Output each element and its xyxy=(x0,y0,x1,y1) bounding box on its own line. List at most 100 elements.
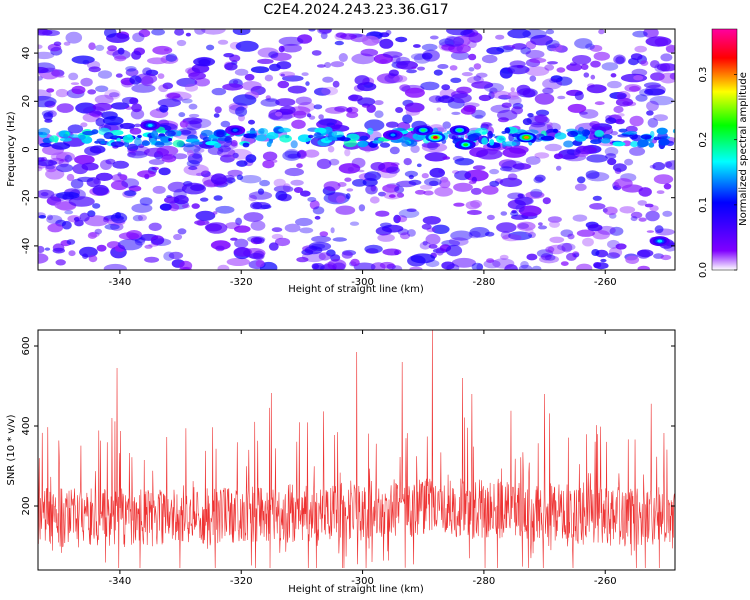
heatmap-cell xyxy=(217,39,229,45)
heatmap-cell xyxy=(235,217,243,226)
heatmap-cell xyxy=(525,156,541,165)
heatmap-cell xyxy=(507,91,520,98)
heatmap-cell xyxy=(454,170,472,181)
heatmap-cell xyxy=(607,158,617,166)
heatmap-cell xyxy=(94,228,103,235)
heatmap-cell xyxy=(168,251,184,260)
heatmap-cell xyxy=(451,257,476,268)
heatmap-cell xyxy=(476,72,488,78)
heatmap-cell xyxy=(593,51,610,61)
heatmap-cell xyxy=(556,67,566,73)
heatmap-cell xyxy=(184,83,198,92)
heatmap-cell xyxy=(152,45,173,55)
heatmap-cell xyxy=(131,203,153,213)
heatmap-cell xyxy=(220,120,231,128)
heatmap-cell xyxy=(245,154,257,163)
heatmap-band-cell xyxy=(489,139,495,146)
heatmap-band-cell xyxy=(617,134,631,138)
heatmap-cell xyxy=(624,158,634,166)
heatmap-cell xyxy=(450,93,472,104)
heatmap-cell xyxy=(55,191,80,200)
heatmap-band-cell xyxy=(103,132,114,140)
heatmap-cell xyxy=(318,29,332,34)
heatmap-cell xyxy=(312,206,325,215)
heatmap-cell xyxy=(510,211,519,217)
heatmap-cell xyxy=(534,174,546,182)
heatmap-band-cell xyxy=(618,128,628,133)
heatmap-cell xyxy=(186,149,194,157)
heatmap-cell xyxy=(47,43,62,52)
heatmap-cell xyxy=(433,69,443,76)
heatmap-cell xyxy=(230,237,238,241)
heatmap-cell xyxy=(38,245,45,254)
heatmap-cell xyxy=(125,106,133,110)
heatmap-cell xyxy=(561,242,573,253)
heatmap-cell xyxy=(89,110,102,117)
heatmap-cell xyxy=(390,162,400,167)
heatmap-cell xyxy=(200,197,209,202)
heatmap-cell xyxy=(104,89,121,100)
colorbar-tick-label: 0.0 xyxy=(698,262,709,278)
heatmap-cell xyxy=(424,152,448,162)
heatmap-cell xyxy=(163,48,170,52)
heatmap-cell xyxy=(217,264,230,270)
heatmap-cell xyxy=(538,222,543,226)
heatmap-band-cell xyxy=(359,135,369,141)
heatmap-cell xyxy=(405,107,421,116)
heatmap-band-cell xyxy=(213,142,222,148)
heatmap-hotspot xyxy=(463,143,469,147)
heatmap-band-cell xyxy=(498,137,505,141)
x-tick-label: -340 xyxy=(109,277,132,288)
heatmap-cell xyxy=(349,221,360,226)
heatmap-band-cell xyxy=(574,135,587,142)
heatmap-cell xyxy=(84,146,102,156)
heatmap-cell xyxy=(273,185,294,193)
heatmap-cell xyxy=(51,142,71,150)
heatmap-cell xyxy=(291,119,306,129)
heatmap-cell xyxy=(335,205,356,215)
heatmap-cell xyxy=(56,151,75,162)
heatmap-cell xyxy=(181,204,190,209)
heatmap-cell xyxy=(489,168,500,175)
heatmap-cell xyxy=(377,233,395,242)
heatmap-cell xyxy=(630,53,643,61)
heatmap-cell xyxy=(178,112,186,118)
heatmap-cell xyxy=(93,178,100,185)
heatmap-cell xyxy=(117,238,143,251)
heatmap-cell xyxy=(275,98,296,107)
heatmap-cell xyxy=(663,183,672,190)
heatmap-cell xyxy=(132,32,145,43)
heatmap-cell xyxy=(393,75,408,83)
heatmap-cell xyxy=(201,29,226,35)
y-tick-label: -20 xyxy=(21,190,32,206)
heatmap-cell xyxy=(156,145,179,156)
heatmap-cell xyxy=(260,204,272,209)
heatmap-hotspot xyxy=(432,135,438,139)
heatmap-cell xyxy=(504,264,518,270)
heatmap-cell xyxy=(282,150,301,161)
heatmap-cell xyxy=(213,113,220,118)
heatmap-band-cell xyxy=(151,130,159,138)
heatmap-band-cell xyxy=(39,142,52,148)
heatmap-cell xyxy=(525,66,550,76)
heatmap-cell xyxy=(360,48,379,57)
heatmap-cell xyxy=(81,162,99,171)
heatmap-cell xyxy=(299,227,314,234)
heatmap-cell xyxy=(158,167,171,176)
heatmap-cell xyxy=(574,38,593,49)
heatmap-cell xyxy=(338,163,361,174)
heatmap-cell xyxy=(92,102,113,111)
heatmap-cell xyxy=(635,94,648,102)
heatmap-cell xyxy=(284,148,300,159)
heatmap-cell xyxy=(484,82,504,93)
heatmap-cell xyxy=(183,164,209,176)
heatmap-cell xyxy=(473,75,482,82)
heatmap-cell xyxy=(448,43,471,54)
heatmap-cell xyxy=(188,166,198,171)
heatmap-cell xyxy=(489,180,500,187)
heatmap-cell xyxy=(660,53,673,62)
heatmap-cell xyxy=(65,31,83,44)
heatmap-cell xyxy=(68,196,95,207)
heatmap-cell xyxy=(306,113,312,118)
heatmap-cell xyxy=(334,106,348,112)
